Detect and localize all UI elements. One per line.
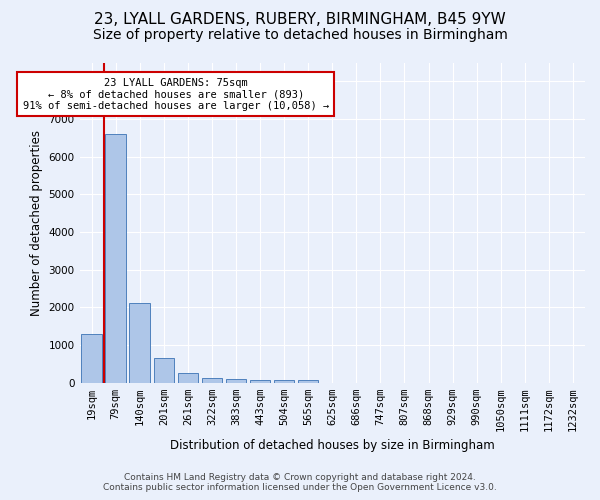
Y-axis label: Number of detached properties: Number of detached properties — [30, 130, 43, 316]
Bar — [178, 373, 198, 382]
Bar — [298, 380, 319, 382]
Bar — [130, 304, 150, 382]
X-axis label: Distribution of detached houses by size in Birmingham: Distribution of detached houses by size … — [170, 440, 494, 452]
Text: Size of property relative to detached houses in Birmingham: Size of property relative to detached ho… — [92, 28, 508, 42]
Bar — [154, 358, 174, 382]
Text: 23, LYALL GARDENS, RUBERY, BIRMINGHAM, B45 9YW: 23, LYALL GARDENS, RUBERY, BIRMINGHAM, B… — [94, 12, 506, 28]
Text: Contains HM Land Registry data © Crown copyright and database right 2024.
Contai: Contains HM Land Registry data © Crown c… — [103, 473, 497, 492]
Bar — [226, 379, 246, 382]
Bar — [250, 380, 270, 382]
Text: 23 LYALL GARDENS: 75sqm
← 8% of detached houses are smaller (893)
91% of semi-de: 23 LYALL GARDENS: 75sqm ← 8% of detached… — [23, 78, 329, 111]
Bar — [82, 334, 102, 382]
Bar — [202, 378, 222, 382]
Bar — [274, 380, 295, 382]
Bar — [106, 134, 126, 382]
